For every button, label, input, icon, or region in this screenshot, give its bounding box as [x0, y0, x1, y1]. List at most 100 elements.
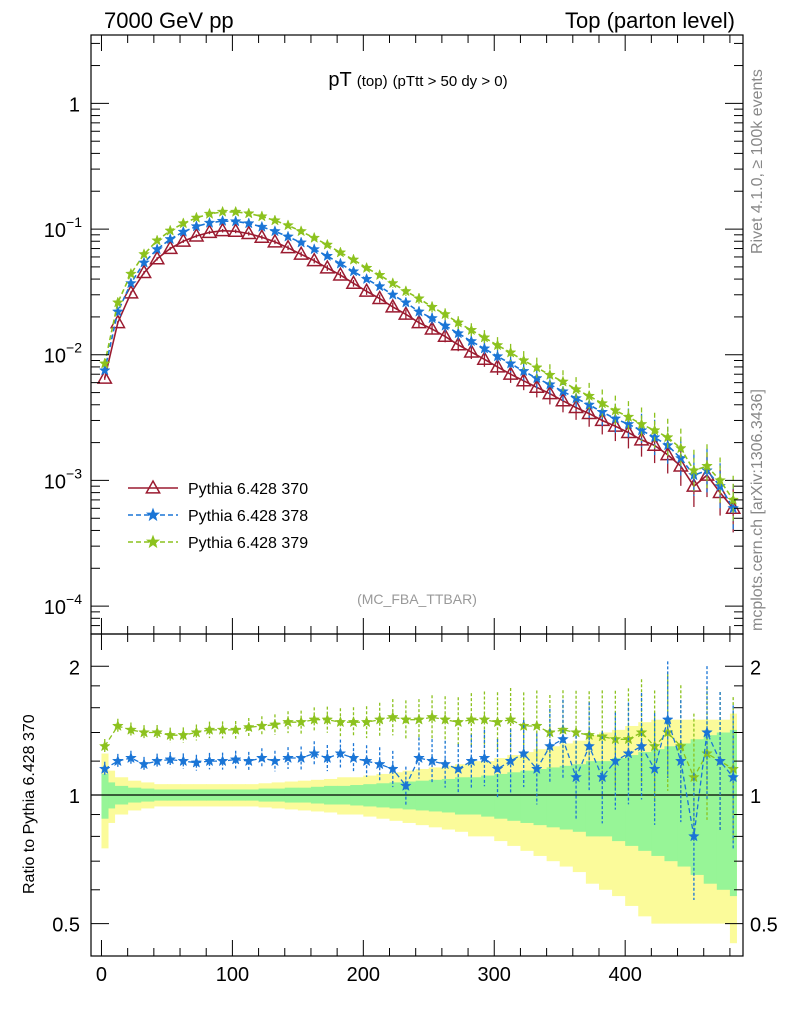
- series-1: [96, 222, 742, 533]
- data-point: [201, 223, 218, 239]
- data-point: [413, 292, 425, 304]
- data-point: [502, 365, 519, 380]
- data-point: [190, 211, 203, 223]
- data-point: [164, 728, 177, 741]
- data-point: [190, 726, 203, 738]
- series-3: [98, 205, 740, 525]
- data-point: [439, 308, 452, 320]
- data-point: [583, 389, 596, 401]
- data-point: [633, 431, 650, 446]
- y-tick-label: 10−3: [44, 465, 82, 493]
- data-point: [491, 762, 504, 775]
- data-point: [98, 762, 111, 775]
- data-point: [295, 236, 308, 248]
- data-point: [384, 298, 401, 313]
- uncertainty-band-inner: [677, 743, 692, 867]
- main-y-axis: 1 10−1 10−2 10−3 10−4: [44, 35, 743, 635]
- data-point: [334, 747, 347, 759]
- plot-title-main: pT: [328, 69, 351, 91]
- data-point: [530, 372, 543, 384]
- data-point: [450, 336, 467, 351]
- data-point: [216, 723, 229, 735]
- data-point: [321, 238, 334, 250]
- data-point: [334, 257, 347, 269]
- uncertainty-band-inner: [533, 769, 548, 826]
- data-point: [504, 357, 517, 369]
- data-point: [229, 753, 242, 765]
- data-point: [334, 715, 347, 728]
- data-point: [465, 754, 478, 767]
- data-point: [111, 754, 124, 767]
- data-point: [674, 442, 687, 454]
- uncertainty-band-inner: [664, 746, 679, 862]
- x-tick-label: 100: [216, 964, 249, 986]
- data-point: [255, 719, 268, 731]
- data-point: [125, 723, 137, 735]
- plot-title-sub: (top): [357, 73, 388, 90]
- header-energy: 7000 GeV pp: [104, 8, 234, 33]
- data-point: [530, 361, 543, 373]
- data-point: [253, 228, 270, 243]
- uncertainty-band-inner: [638, 752, 652, 851]
- data-point: [439, 319, 452, 331]
- data-point: [190, 220, 203, 232]
- data-point: [646, 436, 663, 452]
- y-tick-label: 2: [69, 657, 80, 679]
- data-point: [98, 357, 111, 369]
- ratio-plot-marks: [91, 661, 743, 944]
- data-point: [426, 312, 438, 324]
- data-point: [360, 754, 373, 767]
- data-point: [424, 320, 440, 335]
- legend-label: Pythia 6.428 370: [188, 481, 308, 498]
- mcplots-label: mcplots.cern.ch [arXiv:1306.3436]: [749, 389, 766, 631]
- data-point: [321, 249, 334, 262]
- data-point: [229, 723, 242, 735]
- data-point: [360, 272, 373, 285]
- data-point: [386, 710, 399, 723]
- data-point: [321, 713, 334, 725]
- analysis-watermark: (MC_FBA_TTBAR): [357, 591, 477, 607]
- data-point: [242, 207, 255, 219]
- data-point: [345, 274, 362, 289]
- data-point: [203, 216, 216, 228]
- data-point: [727, 493, 740, 505]
- data-point: [413, 305, 425, 317]
- data-point: [596, 771, 609, 783]
- data-point: [517, 354, 530, 366]
- data-point: [295, 751, 308, 764]
- data-point: [255, 210, 268, 222]
- data-point: [216, 754, 229, 767]
- data-point: [293, 245, 310, 260]
- y-tick-label: 10−4: [44, 591, 82, 619]
- data-point: [306, 252, 323, 267]
- data-point: [96, 369, 113, 384]
- data-point: [452, 327, 465, 339]
- data-point: [688, 464, 700, 476]
- data-point: [727, 771, 740, 783]
- data-point: [229, 205, 242, 217]
- data-point: [227, 222, 244, 237]
- uncertainty-band-inner: [101, 773, 109, 819]
- data-point: [452, 715, 465, 728]
- data-point: [465, 335, 478, 347]
- data-point: [162, 239, 179, 255]
- ratio-panel: 0.5 0.5 1 1 2 2 0 100 200 300 400 Ratio to Pythia …: [21, 633, 778, 986]
- uncertainty-band-inner: [716, 732, 731, 890]
- data-point: [426, 754, 438, 767]
- data-point: [622, 410, 635, 422]
- data-point: [98, 740, 111, 752]
- uncertainty-band-inner: [494, 773, 508, 819]
- data-point: [426, 300, 438, 312]
- data-point: [295, 225, 308, 237]
- data-point: [255, 751, 268, 764]
- data-point: [308, 243, 321, 255]
- data-point: [216, 214, 229, 226]
- y-tick-label-right: 1: [750, 786, 761, 808]
- data-point: [491, 350, 504, 362]
- data-point: [255, 220, 268, 232]
- data-point: [661, 713, 674, 725]
- data-point: [98, 364, 111, 376]
- data-point: [570, 771, 582, 783]
- data-point: [111, 719, 124, 731]
- data-point: [242, 217, 255, 229]
